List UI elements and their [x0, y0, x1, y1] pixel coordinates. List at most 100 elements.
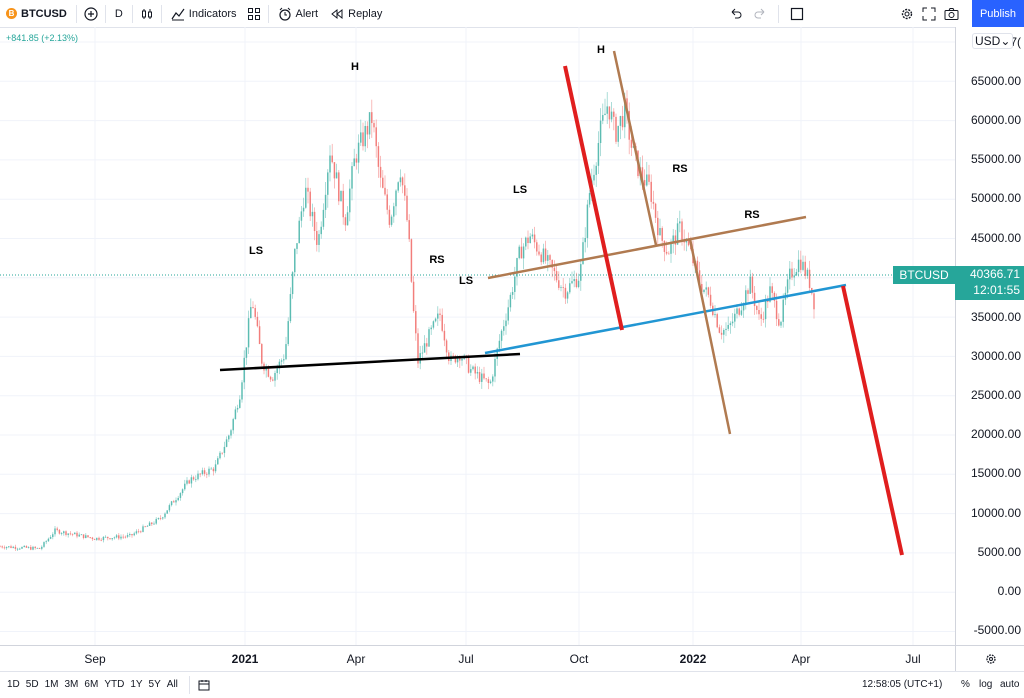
- range-1m[interactable]: 1M: [44, 679, 59, 690]
- candle-body: [626, 98, 628, 112]
- range-1y[interactable]: 1Y: [130, 679, 143, 690]
- candle-body: [21, 546, 23, 549]
- candle-body: [685, 240, 688, 243]
- candle-body: [494, 358, 496, 377]
- candle-body: [291, 272, 294, 295]
- candle-body: [797, 259, 800, 273]
- percent-toggle[interactable]: %: [961, 679, 970, 690]
- price-label: 0.00: [997, 584, 1021, 598]
- currency-button[interactable]: USD⌄: [972, 33, 1014, 49]
- candle-body: [254, 308, 256, 317]
- candle-body: [687, 240, 690, 246]
- candle-body: [58, 529, 61, 534]
- redo-button[interactable]: [750, 0, 772, 27]
- replay-button[interactable]: Replay: [324, 0, 388, 27]
- candle-body: [593, 174, 595, 181]
- candle-body: [780, 321, 782, 326]
- candle-body: [256, 316, 259, 327]
- candle-body: [498, 340, 501, 349]
- candle-body: [124, 536, 127, 538]
- candle-body: [243, 357, 245, 383]
- chart-pane[interactable]: [0, 27, 955, 645]
- clock[interactable]: 12:58:05 (UTC+1): [862, 679, 943, 690]
- candle-body: [91, 537, 94, 540]
- fullscreen-layout-button[interactable]: [786, 0, 808, 27]
- undo-button[interactable]: [724, 0, 746, 27]
- candle-body: [571, 281, 573, 284]
- candle-body: [327, 172, 329, 195]
- bar-countdown: 12:01:55: [973, 283, 1020, 297]
- candle-body: [764, 299, 767, 320]
- candle-body: [349, 188, 351, 213]
- range-ytd[interactable]: YTD: [104, 679, 125, 690]
- candle-body: [536, 242, 538, 252]
- range-all[interactable]: All: [166, 679, 178, 690]
- candle-body: [714, 314, 716, 316]
- measure-line-brown-1: [612, 50, 658, 246]
- range-6m[interactable]: 6M: [84, 679, 99, 690]
- candle-body: [500, 330, 503, 341]
- publish-button[interactable]: Publish: [972, 0, 1024, 27]
- candle-body: [272, 379, 274, 381]
- right-tools-2: [896, 0, 962, 27]
- candle-body: [509, 294, 512, 308]
- candle-body: [696, 260, 699, 271]
- candle-body: [177, 497, 179, 501]
- candle-body: [430, 327, 432, 330]
- templates-button[interactable]: [243, 0, 265, 27]
- auto-toggle[interactable]: auto: [1000, 679, 1020, 690]
- snapshot-button[interactable]: [940, 0, 962, 27]
- candle-body: [577, 280, 580, 288]
- fullscreen-button[interactable]: [918, 0, 940, 27]
- candle-body: [78, 534, 80, 537]
- candle-body: [364, 125, 366, 147]
- candle-body: [423, 343, 426, 353]
- candle-body: [566, 292, 569, 299]
- candle-body: [54, 528, 56, 535]
- price-label: 60000.00: [970, 113, 1021, 127]
- compare-button[interactable]: [80, 0, 102, 27]
- interval-button[interactable]: D: [109, 0, 129, 27]
- candle-body: [223, 446, 226, 453]
- range-1d[interactable]: 1D: [7, 679, 20, 690]
- candle-body: [661, 228, 663, 241]
- candle-body: [214, 464, 217, 472]
- candle-body: [606, 106, 608, 114]
- range-buttons: 1D 5D 1M 3M 6M YTD 1Y 5Y All: [4, 679, 181, 690]
- indicators-button[interactable]: Indicators: [165, 0, 243, 27]
- candle-body: [542, 248, 545, 263]
- candles-icon: [141, 8, 152, 19]
- alert-label: Alert: [295, 7, 319, 20]
- candle-body: [518, 246, 520, 259]
- log-toggle[interactable]: log: [979, 679, 993, 690]
- candle-body: [716, 314, 718, 328]
- candle-body: [707, 287, 710, 295]
- candle-body: [514, 276, 516, 292]
- candle-body: [467, 357, 470, 373]
- symbol-search[interactable]: B BTCUSD: [0, 0, 73, 27]
- camera-icon: [944, 7, 958, 20]
- candle-body: [806, 269, 809, 276]
- price-chart[interactable]: [0, 27, 955, 645]
- candle-body: [360, 132, 362, 143]
- candle-body: [562, 287, 564, 288]
- candle-body: [148, 522, 151, 526]
- range-3m[interactable]: 3M: [64, 679, 79, 690]
- alert-button[interactable]: Alert: [272, 0, 325, 27]
- range-5d[interactable]: 5D: [25, 679, 39, 690]
- candle-body: [771, 286, 773, 293]
- candle-body: [621, 116, 624, 128]
- time-axis[interactable]: Sep 2021 Apr Jul Oct 2022 Apr Jul: [0, 645, 955, 672]
- candle-body: [393, 206, 395, 217]
- candle-body: [406, 195, 408, 221]
- gear-icon: [901, 8, 913, 19]
- candle-body: [0, 546, 1, 548]
- add-symbol-icon: [84, 6, 98, 21]
- chart-type-button[interactable]: [136, 0, 158, 27]
- candle-body: [511, 291, 514, 295]
- range-5y[interactable]: 5Y: [148, 679, 161, 690]
- settings-button[interactable]: [896, 0, 918, 27]
- goto-date-button[interactable]: [193, 671, 215, 698]
- axis-settings-button[interactable]: [955, 645, 1024, 672]
- price-axis[interactable]: 7( 65000.00 60000.00 55000.00 50000.00 4…: [955, 27, 1024, 645]
